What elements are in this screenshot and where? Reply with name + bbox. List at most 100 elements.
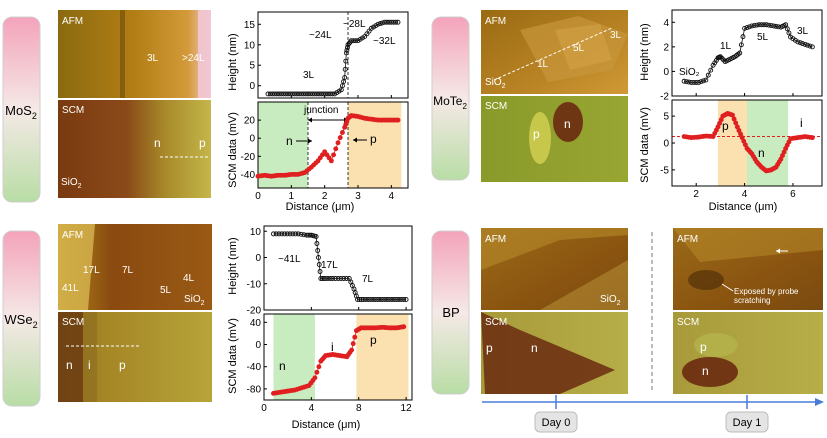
y-tick-label: -20 (247, 306, 262, 317)
data-point (377, 21, 383, 27)
plot-annotation: i (331, 340, 334, 354)
data-point (784, 26, 790, 32)
data-point (365, 297, 371, 302)
carrier-label-p: p (119, 358, 126, 372)
series-line (268, 21, 398, 95)
y-tick-label: 0 (255, 340, 261, 351)
carrier-label-n: n (66, 358, 73, 372)
data-point (737, 50, 743, 56)
data-point (688, 80, 694, 85)
timeline-day1: Day 1 (733, 417, 762, 429)
data-point (337, 135, 343, 141)
data-point (379, 20, 385, 26)
data-point (786, 30, 792, 36)
afm-label: AFM (677, 234, 698, 245)
data-point (730, 112, 735, 118)
scm-label: SCM (485, 317, 507, 328)
carrier-label-n: n (564, 117, 571, 131)
y-tick-label: -40 (247, 362, 262, 373)
data-point (742, 25, 748, 31)
data-point (746, 24, 752, 30)
data-point (795, 39, 801, 45)
data-point (738, 42, 744, 48)
plot-annotation: p (722, 119, 729, 133)
afm-layer-label: 41L (62, 283, 79, 294)
data-point (282, 231, 287, 237)
data-point (375, 21, 381, 27)
data-point (372, 297, 378, 302)
data-point (749, 23, 755, 29)
y-axis-label: SCM data (mV) (639, 107, 651, 183)
data-point (313, 234, 319, 239)
y-tick-label: -40 (241, 170, 256, 181)
data-point (756, 22, 762, 28)
scm-image (481, 96, 628, 182)
data-point (363, 297, 369, 302)
plot-frame (263, 313, 413, 401)
plot-annotation: p (370, 132, 377, 146)
afm-image (58, 10, 211, 98)
chart-mote2-height: -2 0 2 4 (660, 9, 823, 103)
plot-frame (257, 101, 409, 189)
x-tick-label: 4 (389, 191, 395, 202)
panel-bp: BP AFM SiO2 SCM p n AFM Exposed by probe… (431, 228, 824, 433)
data-point (330, 276, 336, 281)
data-point (344, 45, 350, 50)
plot-annotation: n (286, 134, 293, 148)
material-pill (431, 16, 470, 181)
x-tick-label: 1 (289, 191, 295, 202)
data-point (797, 40, 803, 46)
y-tick-label: 0 (249, 81, 255, 92)
afm-layer-label: 17L (83, 265, 100, 276)
data-point (391, 297, 397, 302)
data-point (393, 19, 399, 25)
material-label: BP (442, 305, 459, 320)
x-tick-label: 8 (356, 403, 362, 414)
data-point (361, 297, 366, 302)
timeline-day1-box (725, 411, 769, 433)
substrate-label: SiO2 (184, 294, 205, 307)
plot-annotation: ~41L (278, 254, 301, 265)
x-tick-label: 4 (742, 189, 748, 200)
data-point (809, 135, 815, 141)
data-point (325, 276, 331, 281)
data-point (401, 324, 407, 330)
data-point (335, 276, 341, 281)
x-axis-label: Distance (μm) (709, 201, 778, 213)
panel-wse2: WSe2 AFM 17L 7L 41L 4L 5L SiO2 SCM n i p… (2, 224, 413, 431)
data-point (384, 297, 390, 302)
y-axis-label: Height (nm) (227, 237, 239, 294)
data-point (395, 19, 401, 25)
chart-wse2-height: -20 -10 0 10 (247, 225, 413, 317)
x-tick-label: 4 (309, 403, 315, 414)
x-tick-label: 0 (255, 191, 261, 202)
afm-layer-label: >24L (182, 53, 205, 64)
data-point (686, 79, 692, 85)
material-label: WSe2 (4, 312, 37, 330)
data-point (396, 297, 402, 302)
data-point (323, 276, 329, 281)
data-point (382, 297, 388, 302)
data-point (807, 43, 813, 49)
timeline-day0-box (534, 411, 578, 433)
carrier-label-n: n (702, 364, 709, 378)
material-pill (2, 230, 41, 407)
data-point (370, 297, 376, 302)
data-point (316, 255, 321, 260)
data-point (327, 276, 333, 281)
y-tick-label: 15 (244, 20, 256, 31)
data-point (403, 297, 409, 302)
y-tick-label: 40 (250, 318, 262, 329)
data-point (314, 241, 320, 246)
probe-note: scratching (734, 296, 770, 305)
afm-layer-label: 3L (147, 53, 159, 64)
y-tick-label: 2 (663, 42, 669, 53)
data-point (342, 66, 348, 72)
substrate-label: SiO2 (61, 177, 82, 190)
y-tick-label: 0 (663, 139, 669, 150)
afm-layer-label: 5L (160, 285, 172, 296)
plot-annotation: 17L (321, 260, 338, 271)
afm-layer-label: 3L (610, 30, 622, 41)
x-axis-label: Distance (μm) (292, 419, 361, 431)
data-point (350, 341, 356, 347)
